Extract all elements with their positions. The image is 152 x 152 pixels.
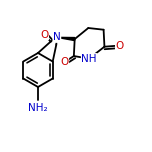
Text: O: O	[60, 57, 69, 67]
Text: O: O	[116, 41, 124, 51]
Polygon shape	[57, 37, 75, 41]
Text: N: N	[53, 32, 61, 42]
Text: NH₂: NH₂	[28, 103, 48, 113]
Text: O: O	[40, 30, 48, 40]
Text: NH: NH	[81, 54, 97, 64]
